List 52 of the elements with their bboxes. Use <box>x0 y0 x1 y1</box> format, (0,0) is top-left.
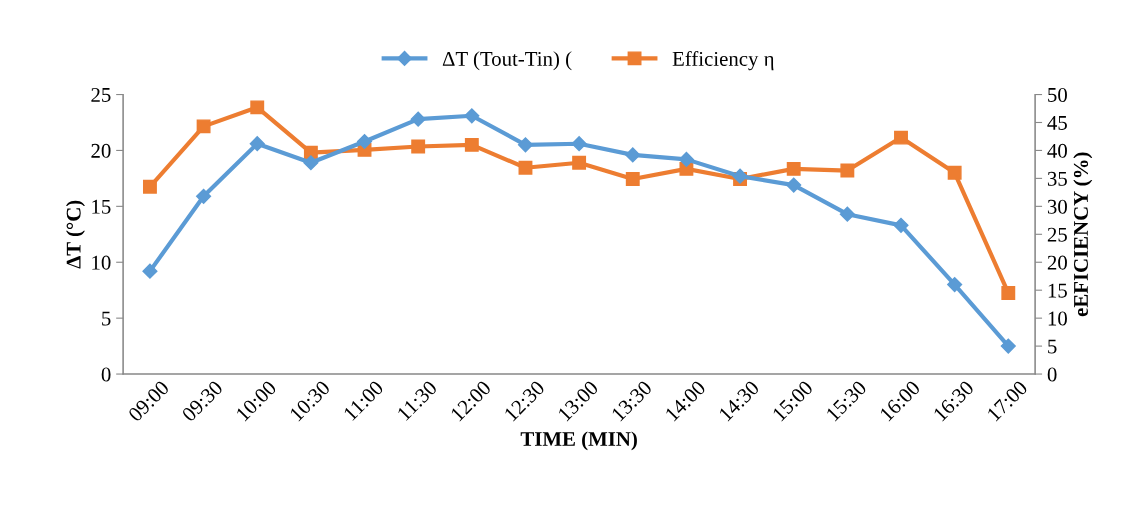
y2-tick-label: 10 <box>1048 311 1067 326</box>
point <box>464 108 480 124</box>
point <box>572 155 587 170</box>
point <box>142 263 158 279</box>
point <box>410 111 426 127</box>
y2-tick-label: 0 <box>1047 367 1057 382</box>
point <box>947 277 963 293</box>
point <box>517 137 534 153</box>
y-tick-label: 15 <box>92 199 111 214</box>
point <box>142 179 157 194</box>
y2-axis-title: eEFICIENCY (%) <box>1073 152 1093 317</box>
point <box>196 119 211 134</box>
y2-tick-label: 40 <box>1047 143 1067 158</box>
y-tick-label: 5 <box>102 311 111 326</box>
point <box>786 161 801 176</box>
point <box>196 188 212 204</box>
y2-tick-label: 15 <box>1048 283 1067 298</box>
point <box>1001 286 1016 300</box>
legend-label: ΔT (Tout-Tin) ( <box>442 51 572 71</box>
y-tick-label: 25 <box>91 87 111 102</box>
y-tick-label: 10 <box>92 255 111 270</box>
point <box>249 136 265 152</box>
point <box>947 165 962 180</box>
point <box>840 163 855 178</box>
y-axis-title: ΔT (°C) <box>66 200 85 269</box>
point <box>1000 338 1016 354</box>
point <box>732 168 748 184</box>
y2-tick-label: 5 <box>1048 339 1057 354</box>
y-tick-label: 20 <box>91 143 111 158</box>
point <box>303 155 319 171</box>
y2-tick-label: 20 <box>1047 255 1067 270</box>
point <box>411 139 426 154</box>
point <box>464 137 479 152</box>
point <box>250 100 265 115</box>
point <box>786 177 802 193</box>
x-axis-title: TIME (MIN) <box>520 431 637 451</box>
y2-tick-label: 45 <box>1047 116 1067 130</box>
point <box>893 217 909 233</box>
point <box>894 130 908 145</box>
point <box>625 172 640 186</box>
y2-tick-label: 35 <box>1047 171 1067 186</box>
legend-label: Efficiency η <box>672 51 774 71</box>
y2-tick-label: 30 <box>1047 199 1067 214</box>
y2-tick-label: 50 <box>1048 87 1067 102</box>
point <box>356 133 373 150</box>
y2-tick-label: 25 <box>1047 227 1067 242</box>
point <box>678 151 694 167</box>
point <box>839 206 855 222</box>
y-tick-label: 0 <box>101 367 111 382</box>
point <box>518 160 533 175</box>
point <box>571 136 587 152</box>
point <box>625 147 641 163</box>
